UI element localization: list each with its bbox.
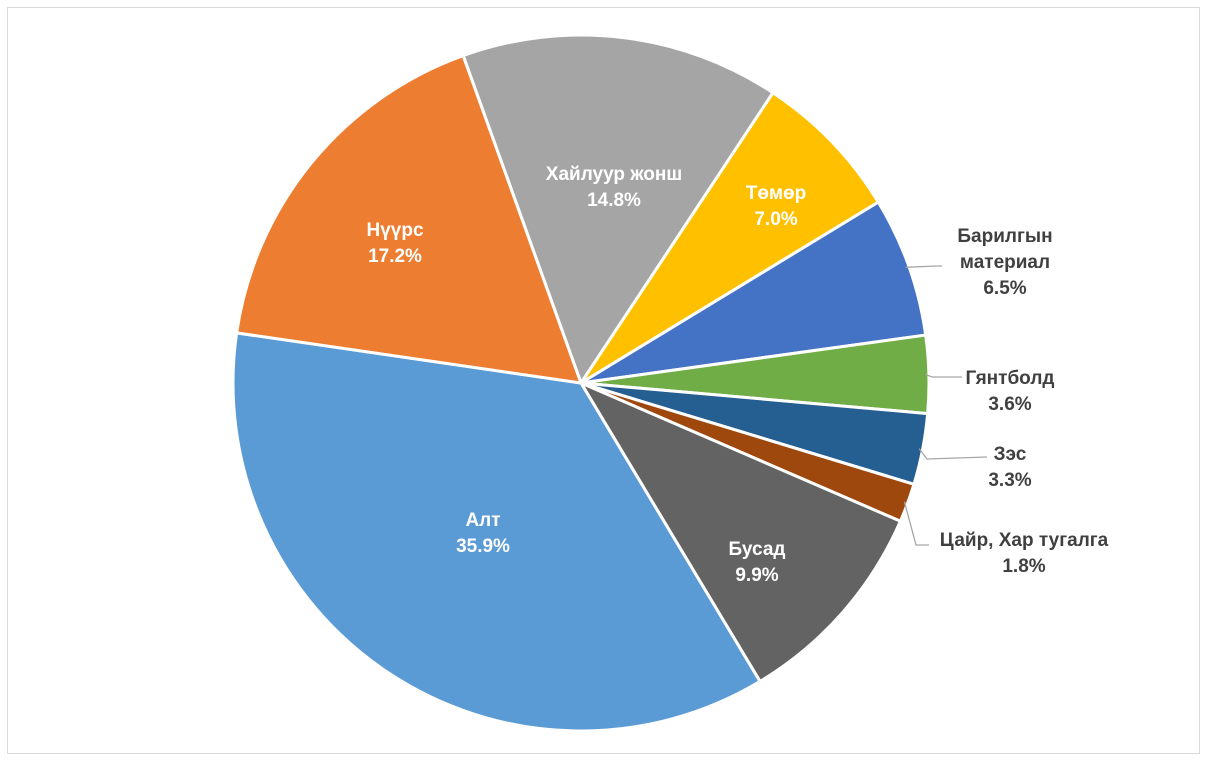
pie-slice (579, 200, 928, 385)
data-label: Бусад 9.9% (729, 539, 786, 586)
pie-slice (461, 33, 775, 385)
pie-slice (235, 54, 583, 385)
data-label-line: Цайр, Хар тугалга (940, 530, 1109, 551)
data-label: Барилгын материал 6.5% (957, 226, 1052, 299)
data-label: Гянтболд 3.6% (966, 368, 1055, 415)
data-label-line: Бусад (729, 539, 786, 560)
data-label: Хайлуур жонш 14.8% (546, 164, 682, 211)
leader-line (918, 448, 988, 460)
data-label-line: материал (960, 252, 1050, 273)
data-label-line: Барилгын (957, 226, 1052, 247)
leader-line (905, 265, 942, 268)
data-label-line: Зэс (994, 444, 1027, 465)
pie-slice (579, 91, 880, 385)
pie-slice (231, 331, 762, 733)
pie-slice (579, 381, 902, 683)
data-label-line: Нүүрс (366, 220, 423, 241)
data-label: Нүүрс 17.2% (366, 220, 423, 267)
data-label-line: 17.2% (368, 246, 422, 267)
data-label-line: 7.0% (754, 209, 797, 230)
data-label: Алт 35.9% (456, 510, 510, 557)
data-label-line: Гянтболд (966, 368, 1055, 389)
data-label: Төмөр 7.0% (746, 183, 806, 230)
data-label-line: Хайлуур жонш (546, 164, 682, 185)
data-label-line: Төмөр (746, 183, 806, 204)
data-label-line: 9.9% (735, 565, 778, 586)
data-label: Цайр, Хар тугалга 1.8% (940, 530, 1109, 577)
data-label-line: 3.6% (988, 394, 1031, 415)
data-label-line: 6.5% (983, 278, 1026, 299)
data-label-line: 35.9% (456, 536, 510, 557)
data-label-line: 3.3% (988, 470, 1031, 491)
data-label: Зэс 3.3% (988, 444, 1031, 491)
data-label-line: Алт (465, 510, 500, 531)
data-label-line: 14.8% (587, 190, 641, 211)
leader-line (925, 373, 962, 378)
leader-line (903, 501, 929, 546)
data-label-line: 1.8% (1002, 556, 1045, 577)
